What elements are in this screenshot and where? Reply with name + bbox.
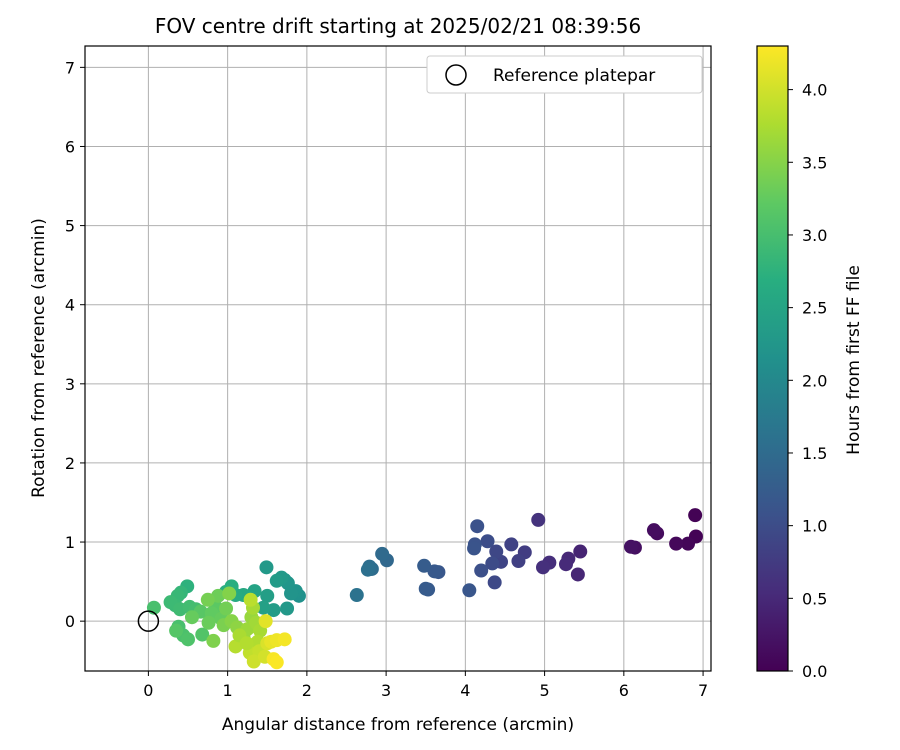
data-point: [573, 544, 588, 559]
data-point: [163, 595, 178, 610]
plot-frame: [84, 45, 712, 672]
x-tick-label: 1: [223, 681, 233, 700]
data-point: [462, 583, 477, 598]
colorbar-tick-label: 0.0: [802, 662, 827, 681]
data-point: [239, 636, 254, 651]
data-point: [201, 615, 216, 630]
data-point: [277, 632, 292, 647]
colorbar-tick-label: 3.5: [802, 153, 827, 172]
data-point: [536, 560, 551, 575]
data-point: [485, 556, 500, 571]
data-point: [375, 546, 390, 561]
colorbar-tick-label: 1.5: [802, 444, 827, 463]
data-point: [195, 627, 210, 642]
x-tick-label: 6: [619, 681, 629, 700]
y-axis-ticks: 0 1 2 3 4 5 6 7: [65, 58, 85, 631]
data-point: [269, 655, 284, 670]
y-tick-label: 0: [65, 612, 75, 631]
colorbar-label: Hours from first FF file: [844, 265, 864, 455]
x-tick-label: 3: [381, 681, 391, 700]
data-point: [669, 536, 684, 551]
data-point: [418, 581, 433, 596]
data-point: [259, 560, 274, 575]
data-point: [489, 544, 504, 559]
data-point: [688, 508, 703, 523]
data-point: [681, 536, 696, 551]
legend-reference-marker: [445, 64, 467, 86]
data-point: [511, 554, 526, 569]
y-tick-label: 7: [65, 58, 75, 77]
colorbar-tick-label: 4.0: [802, 81, 827, 100]
data-point: [269, 573, 284, 588]
colorbar-tick-label: 0.5: [802, 589, 827, 608]
y-tick-label: 4: [65, 296, 75, 315]
y-axis-label: Rotation from reference (arcmin): [29, 218, 49, 498]
data-point: [360, 562, 375, 577]
data-point: [181, 632, 196, 647]
y-tick-label: 6: [65, 137, 75, 156]
colorbar-tick-label: 2.5: [802, 299, 827, 318]
data-point: [417, 558, 432, 573]
x-tick-label: 0: [143, 681, 153, 700]
data-point: [184, 610, 199, 625]
legend-entry-reference-platepar: Reference platepar: [493, 66, 655, 86]
data-point: [623, 539, 638, 554]
x-tick-label: 2: [302, 681, 312, 700]
colorbar-tick-label: 2.0: [802, 371, 827, 390]
legend-box: [426, 55, 703, 94]
legend: Reference platepar: [426, 55, 703, 94]
data-point: [427, 564, 442, 579]
data-point: [280, 601, 295, 616]
colorbar: [756, 45, 789, 672]
data-point: [558, 557, 573, 572]
data-point: [474, 563, 489, 578]
data-point: [470, 519, 485, 534]
data-point: [228, 639, 243, 654]
data-point: [169, 623, 184, 638]
y-tick-label: 1: [65, 533, 75, 552]
data-point: [570, 567, 585, 582]
data-point: [480, 534, 495, 549]
data-point: [219, 601, 234, 616]
x-tick-label: 5: [540, 681, 550, 700]
y-tick-label: 2: [65, 454, 75, 473]
x-tick-label: 7: [698, 681, 708, 700]
data-point: [200, 592, 215, 607]
chart-title: FOV centre drift starting at 2025/02/21 …: [155, 14, 641, 38]
data-point: [531, 512, 546, 527]
data-point: [256, 600, 271, 615]
data-point: [206, 633, 221, 648]
x-axis-label: Angular distance from reference (arcmin): [222, 715, 574, 735]
y-tick-label: 3: [65, 375, 75, 394]
data-points: [146, 508, 703, 670]
data-point: [646, 523, 661, 538]
colorbar-tick-label: 1.0: [802, 517, 827, 536]
data-point: [504, 537, 519, 552]
grid-lines: [85, 46, 711, 671]
data-point: [258, 614, 273, 629]
colorbar-ticks: 0.0 0.5 1.0 1.5 2.0 2.5 3.0 3.5 4.0: [788, 81, 827, 681]
x-tick-label: 4: [460, 681, 470, 700]
x-axis-ticks: 0 1 2 3 4 5 6 7: [143, 671, 708, 700]
reference-platepar-marker: [137, 610, 160, 632]
y-tick-label: 5: [65, 217, 75, 236]
data-point: [243, 592, 258, 607]
data-point: [246, 654, 261, 669]
data-point: [467, 541, 482, 556]
data-point: [349, 588, 364, 603]
data-point: [260, 588, 275, 603]
data-point: [222, 586, 237, 601]
colorbar-tick-label: 3.0: [802, 226, 827, 245]
data-point: [487, 575, 502, 590]
